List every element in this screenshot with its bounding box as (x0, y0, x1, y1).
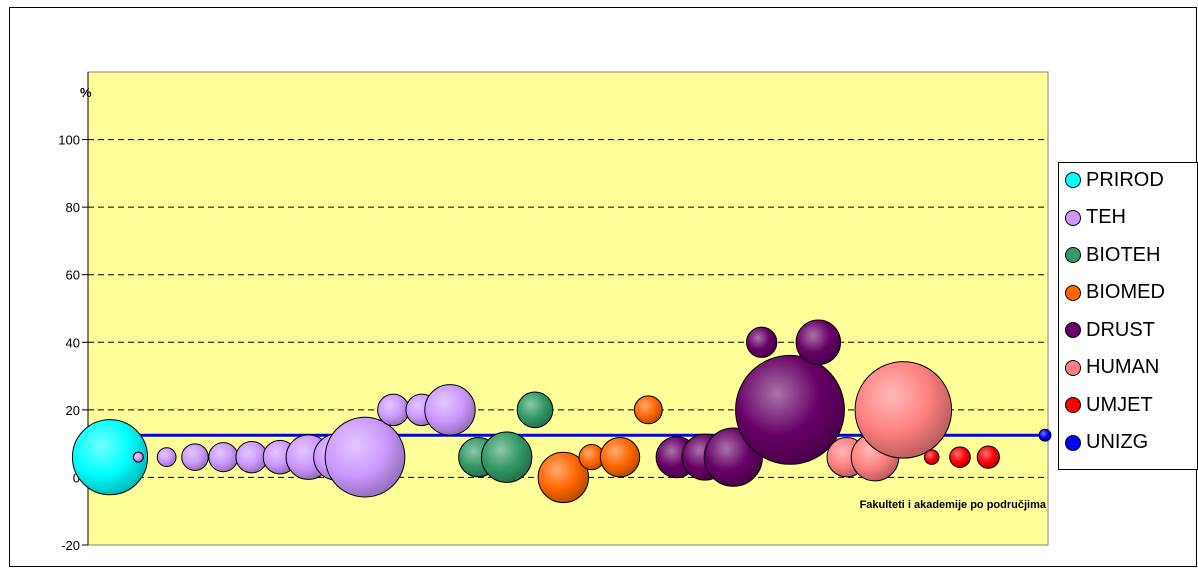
y-tick-label: 0 (73, 470, 80, 485)
legend-marker (1065, 209, 1081, 226)
bubble-teh (208, 442, 239, 473)
bubble-biomed (633, 395, 663, 425)
legend-label: PRIROD (1086, 168, 1164, 191)
bubble-bioteh (480, 431, 533, 483)
y-tick-label: 40 (66, 335, 80, 350)
bubble-teh (235, 440, 268, 474)
legend-label: BIOTEH (1086, 243, 1161, 266)
bubble-human (854, 361, 953, 459)
legend-item-prirod: PRIROD (1065, 165, 1164, 195)
legend-marker (1065, 284, 1081, 301)
y-tick-label: 80 (66, 200, 80, 215)
bubble-umjet (949, 446, 971, 468)
y-tick-label: 60 (66, 268, 80, 283)
y-tick-label: 100 (58, 133, 80, 148)
bubble-teh (156, 447, 177, 468)
bubble-drust (795, 319, 842, 366)
bubble-biomed (537, 451, 590, 504)
legend-item-biomed: BIOMED (1065, 278, 1165, 308)
legend-item-human: HUMAN (1065, 353, 1159, 383)
bubble-teh (324, 416, 406, 498)
bubble-drust (746, 326, 778, 358)
legend-label: BIOMED (1086, 281, 1165, 303)
x-axis-label: Fakulteti i akademije po područjima (860, 499, 1047, 511)
bubble-teh (132, 451, 144, 463)
legend-marker (1065, 359, 1081, 376)
y-tick-label: 20 (66, 403, 80, 418)
legend-label: DRUST (1086, 318, 1155, 341)
legend-marker (1065, 247, 1081, 263)
bubble-prirod (71, 419, 149, 496)
y-tick-label: -20 (61, 538, 80, 553)
bubble-teh (377, 393, 410, 427)
bubble-umjet (976, 445, 1000, 469)
y-axis-label: % (80, 85, 92, 100)
legend-marker (1065, 397, 1081, 413)
legend-label: TEH (1086, 206, 1126, 228)
legend-item-teh: TEH (1065, 203, 1126, 233)
legend-item-bioteh: BIOTEH (1065, 240, 1160, 270)
bubble-teh (424, 384, 476, 436)
legend-label: HUMAN (1086, 356, 1160, 378)
legend-item-unizg: UNIZG (1065, 428, 1148, 458)
legend-marker (1065, 322, 1081, 338)
legend-marker (1065, 172, 1081, 188)
legend-item-drust: DRUST (1065, 315, 1155, 345)
legend-marker (1065, 434, 1081, 451)
legend-label: UMJET (1086, 393, 1153, 416)
legend-item-umjet: UMJET (1065, 390, 1153, 420)
bubble-drust (735, 354, 845, 465)
bubble-biomed (599, 436, 641, 478)
bubble-umjet (923, 449, 940, 465)
bubble-bioteh (516, 391, 554, 429)
chart-legend: PRIROD TEH BIOTEH BIOMED DRUST HUMAN UMJET UNIZ… (1058, 162, 1198, 470)
bubble-teh (181, 443, 209, 471)
legend-label: UNIZG (1086, 431, 1149, 453)
bubble-unizg (1038, 428, 1052, 442)
